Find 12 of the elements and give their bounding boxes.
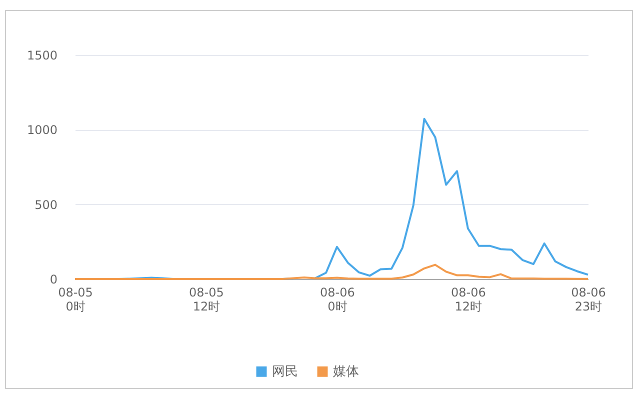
x-tick-label: 08-05 0时 [58,286,93,314]
x-tick-label: 08-06 23时 [571,286,606,314]
line-series [74,264,589,280]
y-tick-label: 1000 [26,123,58,138]
legend-label: 媒体 [333,364,359,380]
legend-label: 网民 [272,364,298,380]
x-tick-label: 08-05 12时 [189,286,224,314]
y-tick-label: 500 [34,198,58,212]
y-tick-label: 1500 [26,48,58,62]
y-tick-label: 0 [50,272,58,286]
x-tick-label: 08-06 0时 [320,286,355,314]
x-tick-label: 08-06 12时 [451,286,486,314]
